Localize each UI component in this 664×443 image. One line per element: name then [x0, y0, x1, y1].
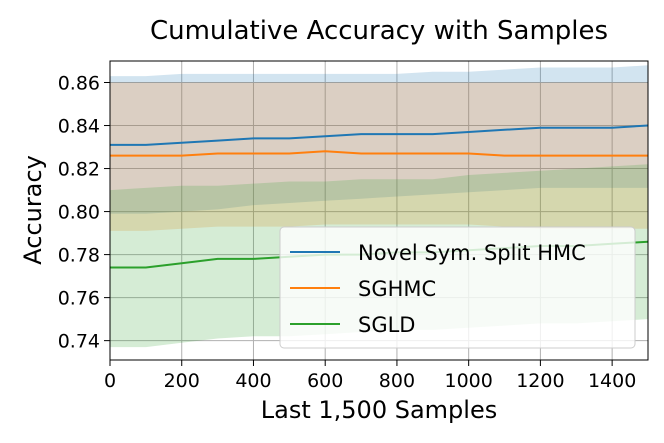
x-tick-label: 1200 [516, 370, 564, 392]
x-tick-label: 0 [104, 370, 116, 392]
legend-label: Novel Sym. Split HMC [358, 241, 586, 265]
x-tick-label: 800 [379, 370, 415, 392]
x-tick-label: 600 [307, 370, 343, 392]
y-ticks: 0.74 0.76 0.78 0.80 0.82 0.84 0.86 [58, 73, 110, 353]
x-ticks: 0 200 400 600 800 1000 1200 1400 [104, 360, 636, 392]
legend: Novel Sym. Split HMC SGHMC SGLD [279, 226, 636, 349]
plot-frame [109, 60, 649, 361]
y-tick-label: 0.86 [58, 73, 100, 95]
series-line-0 [110, 124, 649, 146]
y-axis-label: Accuracy [19, 155, 47, 265]
y-tick-label: 0.78 [58, 245, 100, 267]
confidence-band-1 [110, 82, 648, 231]
series-line-1 [110, 150, 648, 157]
y-tick-label: 0.82 [58, 159, 100, 181]
x-axis-label: Last 1,500 Samples [261, 396, 497, 424]
chart-title: Cumulative Accuracy with Samples [150, 16, 608, 46]
y-tick-label: 0.80 [58, 202, 100, 224]
confidence-band-0 [110, 65, 648, 214]
legend-box [279, 226, 636, 349]
legend-label: SGLD [358, 313, 415, 337]
x-tick-label: 1400 [588, 370, 636, 392]
x-tick-label: 200 [164, 370, 200, 392]
y-tick-label: 0.74 [58, 331, 100, 353]
y-tick-label: 0.84 [58, 116, 100, 138]
x-tick-label: 400 [235, 370, 271, 392]
x-tick-label: 1000 [444, 370, 492, 392]
y-tick-label: 0.76 [58, 288, 100, 310]
legend-label: SGHMC [358, 277, 436, 301]
